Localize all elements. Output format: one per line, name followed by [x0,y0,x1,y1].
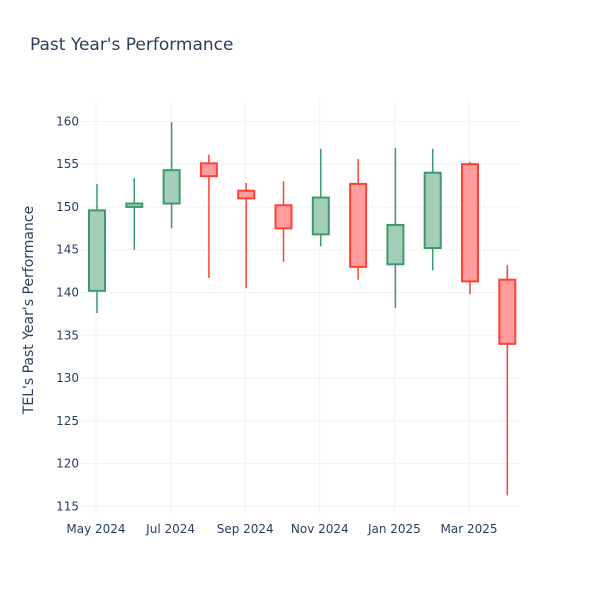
candle-body [162,169,181,205]
grid-lines [80,100,520,515]
candle-2025-03 [461,161,479,295]
y-tick-label: 155 [56,157,79,171]
x-tick-label: Nov 2024 [291,522,349,536]
candle-2024-12 [349,159,368,280]
candle-body [498,278,517,345]
y-tick-label: 160 [56,114,79,128]
candle-2024-09 [237,183,256,289]
candles [88,122,517,496]
candle-2025-02 [423,148,442,271]
candle-body [125,202,144,208]
y-tick-label: 145 [56,243,79,257]
candle-2025-01 [386,147,405,308]
candle-body [274,204,293,230]
y-tick-label: 120 [56,457,79,471]
y-tick-label: 140 [56,286,79,300]
y-tick-label: 130 [56,371,79,385]
candle-body [386,223,405,266]
candle-2024-11 [311,148,330,247]
x-tick-label: Mar 2025 [441,522,498,536]
candle-body [199,162,218,178]
candle-2024-06 [125,177,144,250]
chart-title: Past Year's Performance [30,35,234,55]
x-tick-label: May 2024 [66,522,125,536]
x-tick-label: Jan 2025 [367,522,421,536]
y-tick-label: 150 [56,200,79,214]
y-tick-label: 135 [56,328,79,342]
candle-body [461,163,479,283]
candle-body [349,182,368,268]
y-tick-label: 125 [56,414,79,428]
y-tick-label: 115 [56,499,79,513]
candle-2024-10 [274,181,293,262]
candle-body [311,196,330,236]
x-axis-ticks: May 2024 Jul 2024 Sep 2024 Nov 2024 Jan 2025… [66,522,497,536]
candle-2024-08 [199,154,218,278]
candle-body [423,171,442,250]
candle-2024-07 [162,122,181,229]
candle-2024-05 [88,183,106,314]
y-axis-label: TEL's Past Year's Performance [21,206,37,415]
candle-2025-04 [498,265,517,496]
y-axis-ticks: 115 120 125 130 135 140 145 150 155 160 [56,114,79,513]
x-tick-label: Sep 2024 [217,522,274,536]
candle-body [237,189,256,200]
x-tick-label: Jul 2024 [145,522,195,536]
candle-body [88,209,106,292]
